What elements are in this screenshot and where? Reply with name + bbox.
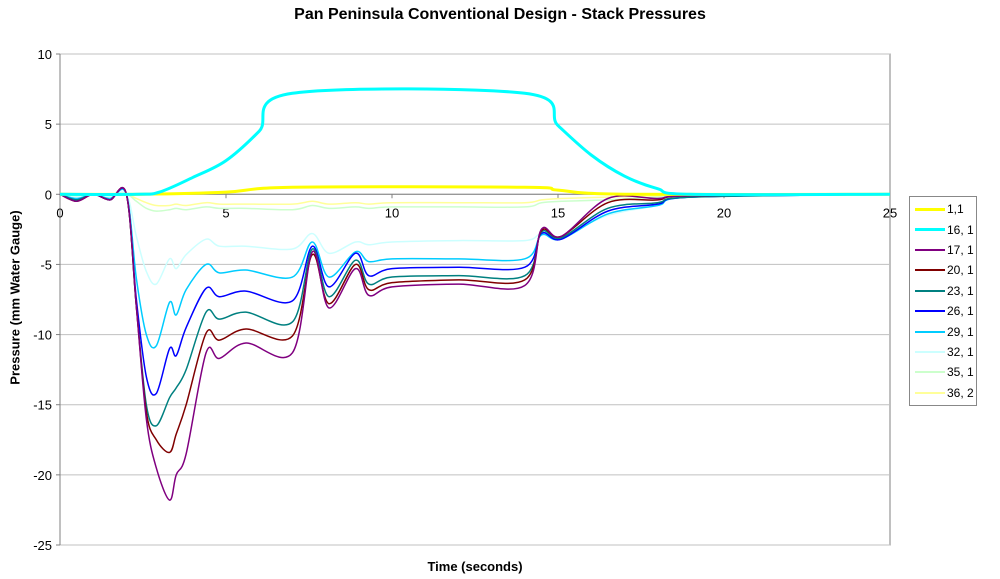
y-tick-label: 0	[45, 187, 52, 202]
y-tick-label: -25	[33, 538, 52, 553]
series-line-36-2	[60, 193, 891, 207]
legend-swatch	[915, 207, 945, 211]
legend-label: 35, 1	[947, 365, 974, 380]
legend-item: 1,1	[910, 199, 976, 219]
series-line-35-1	[59, 193, 891, 212]
legend-label: 17, 1	[947, 242, 974, 257]
legend-swatch	[915, 248, 945, 251]
legend-label: 32, 1	[947, 344, 974, 359]
legend-item: 36, 2	[910, 383, 976, 403]
series-line-17-1	[59, 186, 891, 501]
legend-swatch	[915, 228, 945, 232]
legend-swatch	[915, 371, 945, 374]
y-tick-label: -10	[33, 328, 52, 343]
legend-item: 20, 1	[910, 260, 976, 280]
y-tick-label: 10	[38, 47, 52, 62]
legend-item: 32, 1	[910, 342, 976, 362]
y-tick-label: -20	[33, 468, 52, 483]
y-tick-label: -5	[40, 257, 52, 272]
chart-title: Pan Peninsula Conventional Design - Stac…	[294, 6, 706, 23]
x-tick-label: 20	[717, 205, 731, 220]
legend-swatch	[915, 289, 945, 292]
x-axis-label: Time (seconds)	[427, 559, 523, 574]
legend-swatch	[915, 269, 945, 272]
legend-item: 16, 1	[910, 219, 976, 239]
legend-swatch	[915, 350, 945, 353]
legend-label: 16, 1	[947, 222, 974, 237]
legend-label: 36, 2	[947, 385, 974, 400]
legend-label: 1,1	[947, 202, 964, 217]
y-tick-label: 5	[45, 117, 52, 132]
legend-label: 26, 1	[947, 304, 974, 319]
x-tick-label: 5	[222, 205, 229, 220]
legend-label: 23, 1	[947, 283, 974, 298]
legend-label: 29, 1	[947, 324, 974, 339]
legend-item: 35, 1	[910, 362, 976, 382]
x-tick-label: 0	[56, 205, 63, 220]
plot-frame	[59, 53, 891, 546]
legend-label: 20, 1	[947, 263, 974, 278]
x-tick-label: 10	[385, 205, 399, 220]
legend-item: 17, 1	[910, 240, 976, 260]
x-tick-label: 15	[551, 205, 565, 220]
legend-item: 26, 1	[910, 301, 976, 321]
x-tick-label: 25	[883, 205, 897, 220]
series-line-16-1	[59, 87, 891, 197]
legend-swatch	[915, 330, 945, 333]
series-line-1-1	[59, 185, 891, 197]
legend-item: 29, 1	[910, 321, 976, 341]
legend: 1,1 16, 1 17, 1 20, 1 23, 1 26, 1 29, 1 32, 1 35…	[909, 196, 977, 406]
legend-swatch	[915, 310, 945, 313]
legend-swatch	[915, 391, 945, 394]
y-tick-label: -15	[33, 398, 52, 413]
legend-item: 23, 1	[910, 281, 976, 301]
